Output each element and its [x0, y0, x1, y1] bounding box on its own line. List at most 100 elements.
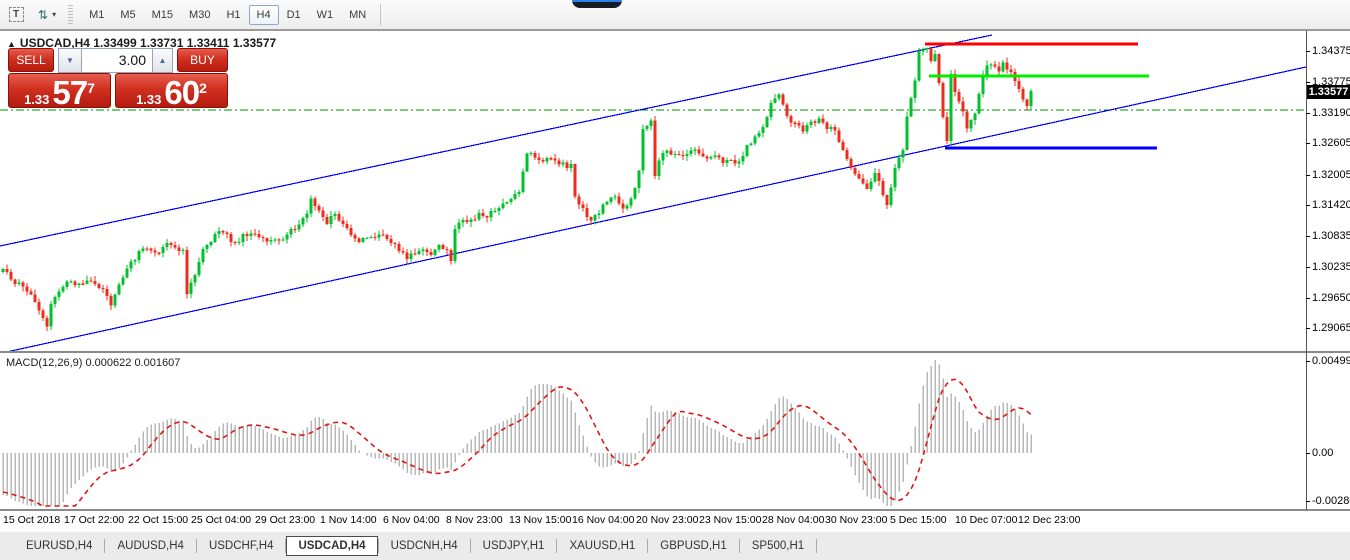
macd-axis-label: -0.002868: [1312, 495, 1350, 507]
time-axis-label: 15 Oct 2018: [3, 514, 61, 526]
symbol-tab-audusd[interactable]: AUDUSD,H4: [117, 540, 184, 552]
price-axis-label: 1.34375: [1312, 44, 1350, 57]
macd-axis-label: 0.004999: [1312, 355, 1350, 367]
macd-value-signal: 0.001607: [134, 357, 181, 369]
symbol-tab-usdchf[interactable]: USDCHF,H4: [208, 540, 274, 552]
time-axis-label: 22 Oct 15:00: [128, 514, 189, 526]
price-axis-border: [1306, 31, 1307, 510]
macd-indicator-canvas[interactable]: [0, 353, 1306, 509]
price-axis-label: 1.29650: [1312, 291, 1350, 304]
symbol-tab-usdcad[interactable]: USDCAD,H4: [286, 536, 378, 556]
price-chart-canvas[interactable]: [0, 31, 1306, 351]
tab-separator: [738, 539, 740, 553]
symbol-tab-bar: EURUSD,H4 AUDUSD,H4 USDCHF,H4 USDCAD,H4 USDC…: [0, 531, 1350, 560]
timeframe-button-h4[interactable]: H4: [248, 4, 279, 25]
timeframe-button-d1[interactable]: D1: [286, 8, 301, 21]
macd-signal-line: [2, 378, 1032, 507]
ohlc-open: 1.33499: [93, 36, 137, 50]
symbol-tab-eurusd[interactable]: EURUSD,H4: [26, 540, 93, 552]
price-axis-label: 1.33775: [1312, 76, 1350, 89]
macd-tick: [1306, 453, 1310, 454]
timeframe-button-h1[interactable]: H1: [226, 8, 241, 21]
buy-button[interactable]: BUY: [177, 48, 228, 72]
macd-label: MACD(12,26,9) 0.000622 0.001607: [6, 357, 180, 369]
volume-input[interactable]: 3.00: [82, 48, 152, 73]
ohlc-close: 1.33577: [232, 36, 277, 50]
tab-separator: [469, 539, 471, 553]
time-axis-label: 17 Oct 22:00: [64, 514, 125, 526]
tab-separator: [195, 539, 197, 553]
price-tick: [1306, 235, 1310, 237]
top-toolbar: T ⇅ ▾ M1 M5 M15 M30 H1 H4 D1 W1 MN: [0, 0, 1350, 29]
macd-axis-label: 0.00: [1312, 447, 1334, 459]
time-axis-label: 20 Nov 23:00: [636, 514, 699, 526]
buy-price-big: 60: [164, 74, 200, 111]
logo-artifact: [572, 0, 622, 8]
tab-separator: [647, 539, 649, 553]
time-axis-label: 8 Nov 23:00: [446, 514, 503, 526]
buy-price-sup: 2: [199, 80, 207, 96]
price-tick: [1306, 143, 1310, 145]
timeframe-button-w1[interactable]: W1: [316, 8, 334, 21]
price-axis-label: 1.32605: [1312, 137, 1350, 150]
buy-price-panel[interactable]: 1.33 60 2: [115, 73, 228, 111]
sell-button[interactable]: SELL: [8, 48, 54, 72]
time-axis-label: 1 Nov 14:00: [320, 514, 377, 526]
price-tick: [1306, 328, 1310, 330]
price-axis-label: 1.32005: [1312, 168, 1350, 181]
toolbar-separator: [380, 3, 382, 26]
timeframe-button-m1[interactable]: M1: [89, 8, 105, 21]
time-axis-label: 10 Dec 07:00: [955, 514, 1018, 526]
price-axis-label: 1.30235: [1312, 261, 1350, 274]
time-axis-label: 28 Nov 04:00: [762, 514, 825, 526]
symbol-title: USDCAD,H4: [19, 36, 90, 50]
price-tick: [1306, 50, 1310, 52]
collapse-icon[interactable]: ▲: [7, 39, 16, 49]
price-tick: [1306, 267, 1310, 269]
timeframe-group: M1 M5 M15 M30 H1 H4 D1 W1 MN: [81, 4, 374, 25]
volume-increase-button[interactable]: ▲: [152, 48, 173, 73]
chevron-down-icon: ▾: [52, 10, 57, 19]
sell-price-prefix: 1.33: [24, 92, 50, 107]
price-axis-label: 1.31420: [1312, 199, 1350, 212]
tab-separator: [816, 539, 818, 553]
tab-separator: [104, 539, 106, 553]
price-tick: [1306, 174, 1310, 176]
sell-price-big: 57: [52, 74, 88, 111]
toolbar-divider: [0, 29, 1350, 31]
macd-bottom-border: [0, 509, 1350, 511]
time-axis-label: 23 Nov 15:00: [699, 514, 762, 526]
price-tick: [1306, 297, 1310, 299]
symbol-tab-sp500[interactable]: SP500,H1: [751, 540, 805, 552]
time-axis-label: 25 Oct 04:00: [191, 514, 252, 526]
price-axis-label: 1.33190: [1312, 106, 1350, 119]
tab-separator: [285, 539, 287, 553]
time-axis-label: 29 Oct 23:00: [255, 514, 316, 526]
symbol-tab-usdcnh[interactable]: USDCNH,H4: [390, 540, 458, 552]
text-tool-button[interactable]: T: [1, 4, 25, 26]
time-axis-label: 5 Dec 15:00: [890, 514, 947, 526]
symbol-tab-usdjpy[interactable]: USDJPY,H1: [482, 540, 545, 552]
ohlc-low: 1.33411: [186, 36, 230, 50]
symbol-tab-xauusd[interactable]: XAUUSD,H1: [569, 540, 636, 552]
price-tick: [1306, 82, 1310, 84]
sell-price-sup: 7: [87, 80, 95, 96]
timeframe-button-m5[interactable]: M5: [120, 8, 136, 21]
symbol-tab-gbpusd[interactable]: GBPUSD,H1: [660, 540, 727, 552]
pane-separator[interactable]: [0, 351, 1350, 353]
volume-decrease-button[interactable]: ▼: [58, 48, 82, 73]
timeframe-button-mn[interactable]: MN: [349, 8, 367, 21]
timeframe-button-m15[interactable]: M15: [151, 8, 174, 21]
macd-tick: [1306, 501, 1310, 502]
sort-order-button[interactable]: ⇅ ▾: [27, 4, 57, 26]
price-axis-label: 1.30835: [1312, 229, 1350, 242]
chart-title: ▲ USDCAD,H4 1.33499 1.33731 1.33411 1.335…: [7, 36, 276, 50]
current-price-badge: 1.33577: [1307, 85, 1350, 100]
price-tick: [1306, 205, 1310, 207]
sell-price-panel[interactable]: 1.33 57 7: [8, 73, 111, 111]
timeframe-button-m30[interactable]: M30: [189, 8, 211, 21]
toolbar-grip-handle[interactable]: [68, 4, 74, 25]
macd-value-main: 0.000622: [85, 357, 132, 369]
time-axis-label: 16 Nov 04:00: [572, 514, 635, 526]
